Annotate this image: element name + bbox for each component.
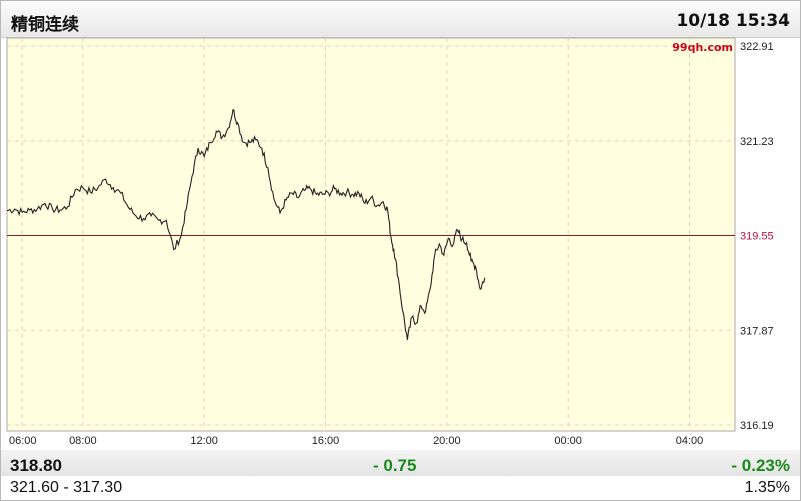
y-tick-label: 317.87 bbox=[740, 325, 774, 337]
quote-summary-row: 318.80 - 0.75 - 0.23% bbox=[1, 450, 800, 476]
y-axis: 322.91 321.23 319.55 317.87 316.19 bbox=[740, 41, 774, 432]
x-tick-label: 20:00 bbox=[433, 435, 461, 447]
price-change-percent: - 0.23% bbox=[731, 456, 790, 475]
y-tick-label: 316.19 bbox=[740, 420, 774, 432]
x-axis: 06:00 08:00 12:00 16:00 20:00 00:00 04:00 bbox=[9, 435, 703, 447]
x-tick-label: 06:00 bbox=[9, 435, 37, 447]
x-tick-label: 04:00 bbox=[676, 435, 704, 447]
quote-range-row: 321.60 - 317.30 1.35% bbox=[1, 476, 800, 500]
price-series-line bbox=[6, 108, 486, 340]
plot-area bbox=[6, 37, 736, 432]
x-tick-label: 08:00 bbox=[69, 435, 97, 447]
x-tick-label: 16:00 bbox=[312, 435, 340, 447]
amplitude: 1.35% bbox=[744, 479, 790, 496]
quote-datetime: 10/18 15:34 bbox=[676, 11, 790, 31]
y-tick-label: 319.55 bbox=[740, 231, 774, 243]
watermark: 99qh.com bbox=[672, 41, 733, 54]
price-chart: 99qh.com 322.91321.23319.55317.87316.19 … bbox=[6, 37, 774, 447]
quote-footer: 318.80 - 0.75 - 0.23% 321.60 - 317.30 1.… bbox=[1, 450, 800, 500]
grid-lines bbox=[7, 38, 735, 431]
header-bar: 精铜连续 10/18 15:34 bbox=[1, 1, 800, 38]
y-tick-label: 322.91 bbox=[740, 41, 774, 53]
day-range: 321.60 - 317.30 bbox=[10, 479, 123, 496]
y-tick-label: 321.23 bbox=[740, 136, 774, 148]
price-change: - 0.75 bbox=[373, 456, 417, 475]
x-tick-label: 00:00 bbox=[554, 435, 582, 447]
instrument-title: 精铜连续 bbox=[11, 15, 79, 35]
x-tick-label: 12:00 bbox=[190, 435, 218, 447]
last-price: 318.80 bbox=[10, 456, 62, 475]
